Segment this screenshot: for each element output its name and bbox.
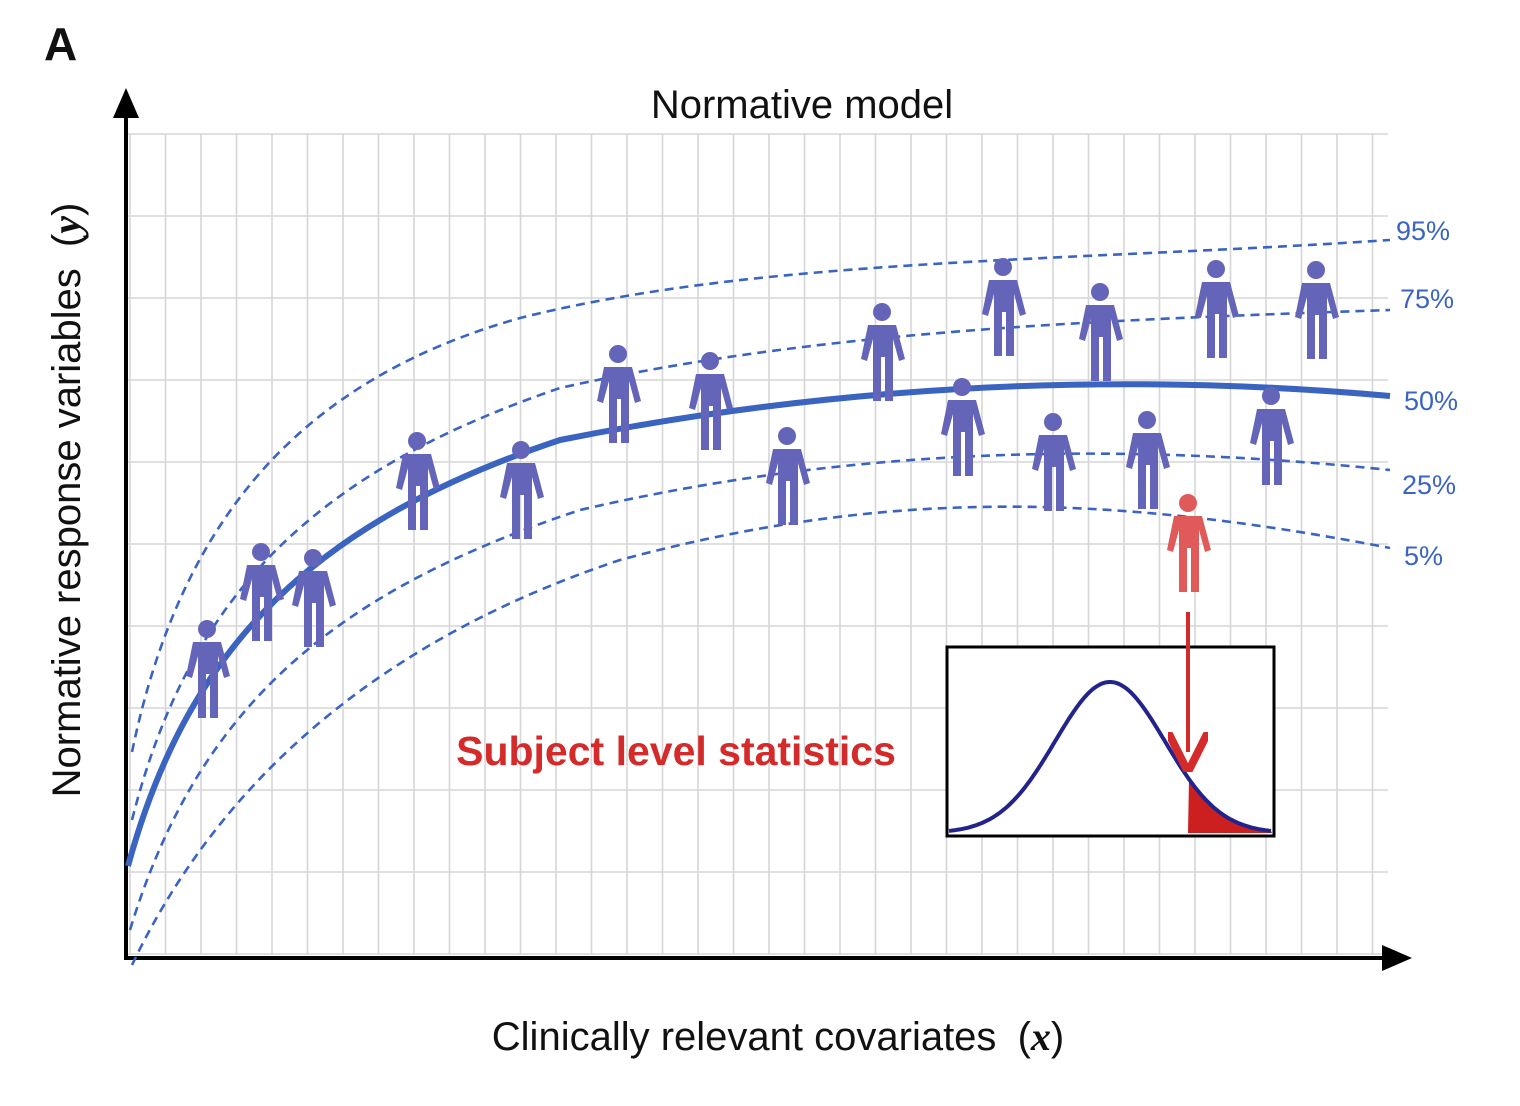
y-axis-label-close: ) <box>45 203 89 216</box>
subject-level-annotation: Subject level statistics <box>456 728 896 774</box>
y-axis-arrowhead <box>113 88 139 118</box>
x-axis-label-close: ) <box>1051 1015 1064 1059</box>
person-icon <box>1079 283 1123 381</box>
centile-label-5: 5% <box>1404 541 1443 571</box>
person-icon <box>500 441 544 539</box>
centile-labels: 95% 75% 50% 25% 5% <box>1396 216 1458 571</box>
chart-title: Normative model <box>651 83 953 127</box>
person-icon <box>861 303 905 401</box>
panel-label: A <box>44 18 77 70</box>
subjects-group <box>186 258 1339 718</box>
density-tail-shading <box>1188 779 1272 833</box>
person-icon <box>1126 411 1170 509</box>
centile-label-25: 25% <box>1402 470 1456 500</box>
x-axis-label-open: ( <box>1018 1015 1032 1059</box>
person-icon <box>240 543 284 641</box>
centile-label-75: 75% <box>1400 284 1454 314</box>
density-curve <box>948 680 1272 833</box>
y-axis-label: Normative response variables (y) <box>44 203 89 798</box>
person-icon <box>396 432 440 530</box>
axes <box>113 88 1412 971</box>
person-icon <box>1195 260 1239 358</box>
person-icon <box>1250 387 1294 485</box>
x-axis-label: Clinically relevant covariates (x) <box>492 1014 1064 1059</box>
person-icon <box>1032 413 1076 511</box>
y-axis-label-text: Normative response variables <box>45 268 89 797</box>
person-icon <box>1295 261 1339 359</box>
y-axis-variable: y <box>44 216 89 238</box>
subject-density-inset <box>945 645 1276 838</box>
person-icon <box>186 620 230 718</box>
person-icon <box>941 378 985 476</box>
centile-curve-75 <box>130 308 1391 821</box>
centile-label-95: 95% <box>1396 216 1450 246</box>
x-axis-arrowhead <box>1382 945 1412 971</box>
person-icon <box>766 427 810 525</box>
person-icon <box>689 352 733 450</box>
centile-curve-95 <box>130 238 1391 753</box>
person-icon <box>292 549 336 647</box>
centile-curve-5 <box>130 505 1391 966</box>
centile-label-50: 50% <box>1404 386 1458 416</box>
person-icon <box>982 258 1026 356</box>
x-axis-label-text: Clinically relevant covariates <box>492 1015 997 1059</box>
person-icon <box>597 345 641 443</box>
y-axis-label-open: ( <box>45 233 89 247</box>
x-axis-variable: x <box>1030 1014 1051 1059</box>
inset-frame <box>945 645 1276 838</box>
subject-person-icon <box>1167 494 1211 592</box>
